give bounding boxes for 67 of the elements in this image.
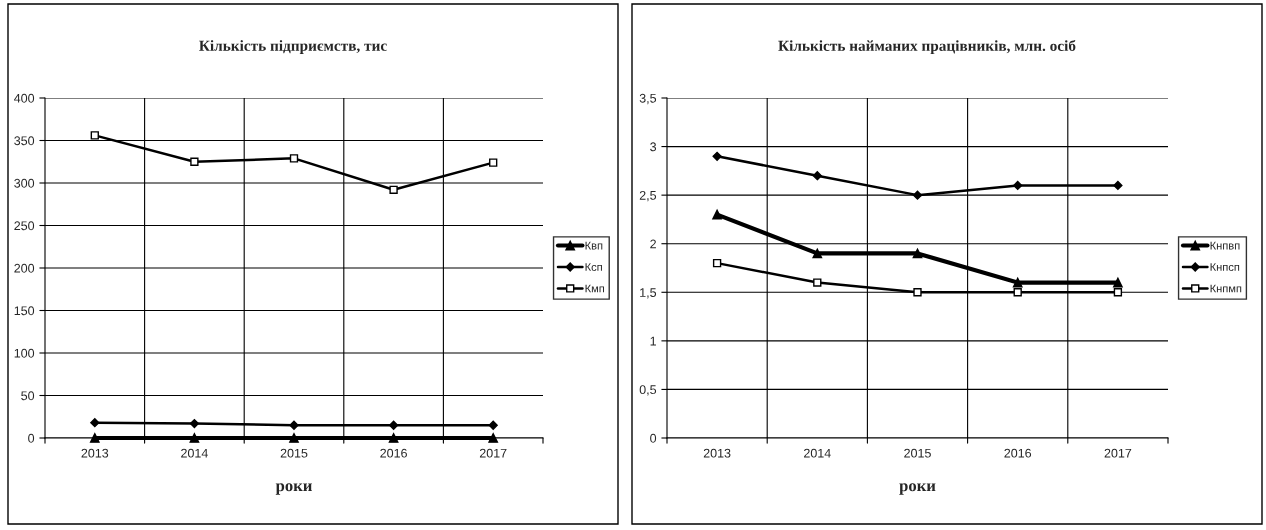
legend-label: Ксп: [585, 263, 602, 271]
x-axis-title: роки: [275, 483, 312, 495]
point: [1113, 277, 1123, 288]
point: [89, 433, 100, 443]
point: [712, 209, 722, 220]
y-tick-label: 3: [650, 142, 657, 152]
legend-label: Кмп: [585, 284, 604, 293]
x-axis-title: роки: [899, 483, 936, 495]
point: [912, 190, 923, 200]
x-tick-label: 2015: [904, 448, 931, 458]
point: [712, 151, 722, 161]
x-tick-label: 2017: [479, 448, 507, 458]
point: [389, 185, 398, 194]
y-tick-label: 1: [650, 336, 656, 346]
point: [289, 433, 299, 443]
y-tick-label: 150: [14, 306, 35, 316]
y-tick-label: 0,5: [639, 385, 657, 396]
x-tick-label: 2016: [1004, 448, 1032, 458]
y-tick-label: 50: [21, 391, 35, 401]
y-tick-label: 2: [650, 239, 656, 249]
y-tick-label: 0: [650, 433, 657, 443]
point: [1113, 180, 1123, 191]
y-tick-label: 2,5: [639, 190, 657, 202]
point: [289, 420, 299, 430]
point: [189, 433, 200, 443]
x-tick-label: 2016: [380, 448, 407, 458]
point: [388, 433, 399, 443]
x-tick-label: 2017: [1104, 448, 1132, 458]
point: [90, 131, 99, 140]
point: [912, 248, 923, 259]
point: [712, 258, 722, 268]
y-tick-label: 200: [14, 263, 35, 273]
y-tick-label: 100: [14, 348, 35, 358]
x-tick-label: 2014: [181, 448, 208, 458]
legend-label: Кнпсп: [1210, 263, 1240, 271]
point: [488, 433, 499, 443]
y-tick-label: 1,5: [640, 288, 657, 299]
x-tick-label: 2013: [81, 448, 109, 458]
point: [813, 278, 822, 287]
point: [1113, 288, 1123, 297]
legend-label: Квп: [585, 241, 603, 250]
point: [190, 157, 199, 166]
point: [1012, 277, 1023, 288]
x-tick-label: 2015: [280, 448, 308, 458]
legend-label: Кнпмп: [1210, 284, 1242, 293]
point: [289, 154, 299, 163]
point: [189, 418, 200, 429]
point: [1013, 180, 1023, 191]
point: [812, 248, 823, 259]
chart-title: Кількість підприємств, тис: [199, 40, 387, 54]
point: [913, 288, 922, 297]
y-tick-label: 0: [28, 433, 35, 443]
y-tick-label: 400: [14, 93, 35, 103]
x-tick-label: 2014: [804, 448, 831, 458]
point: [90, 418, 100, 428]
point: [489, 158, 498, 167]
x-tick-label: 2013: [703, 448, 731, 458]
point: [812, 171, 822, 181]
point: [388, 420, 399, 430]
y-tick-label: 350: [14, 136, 35, 146]
y-tick-label: 3,5: [639, 93, 657, 105]
point: [1013, 288, 1022, 297]
point: [488, 420, 498, 430]
chart-title: Кількість найманих працівників, млн. осіб: [778, 39, 1076, 55]
legend-label: Кнпвп: [1210, 241, 1240, 250]
y-tick-label: 250: [14, 221, 35, 231]
y-tick-label: 300: [14, 178, 35, 188]
